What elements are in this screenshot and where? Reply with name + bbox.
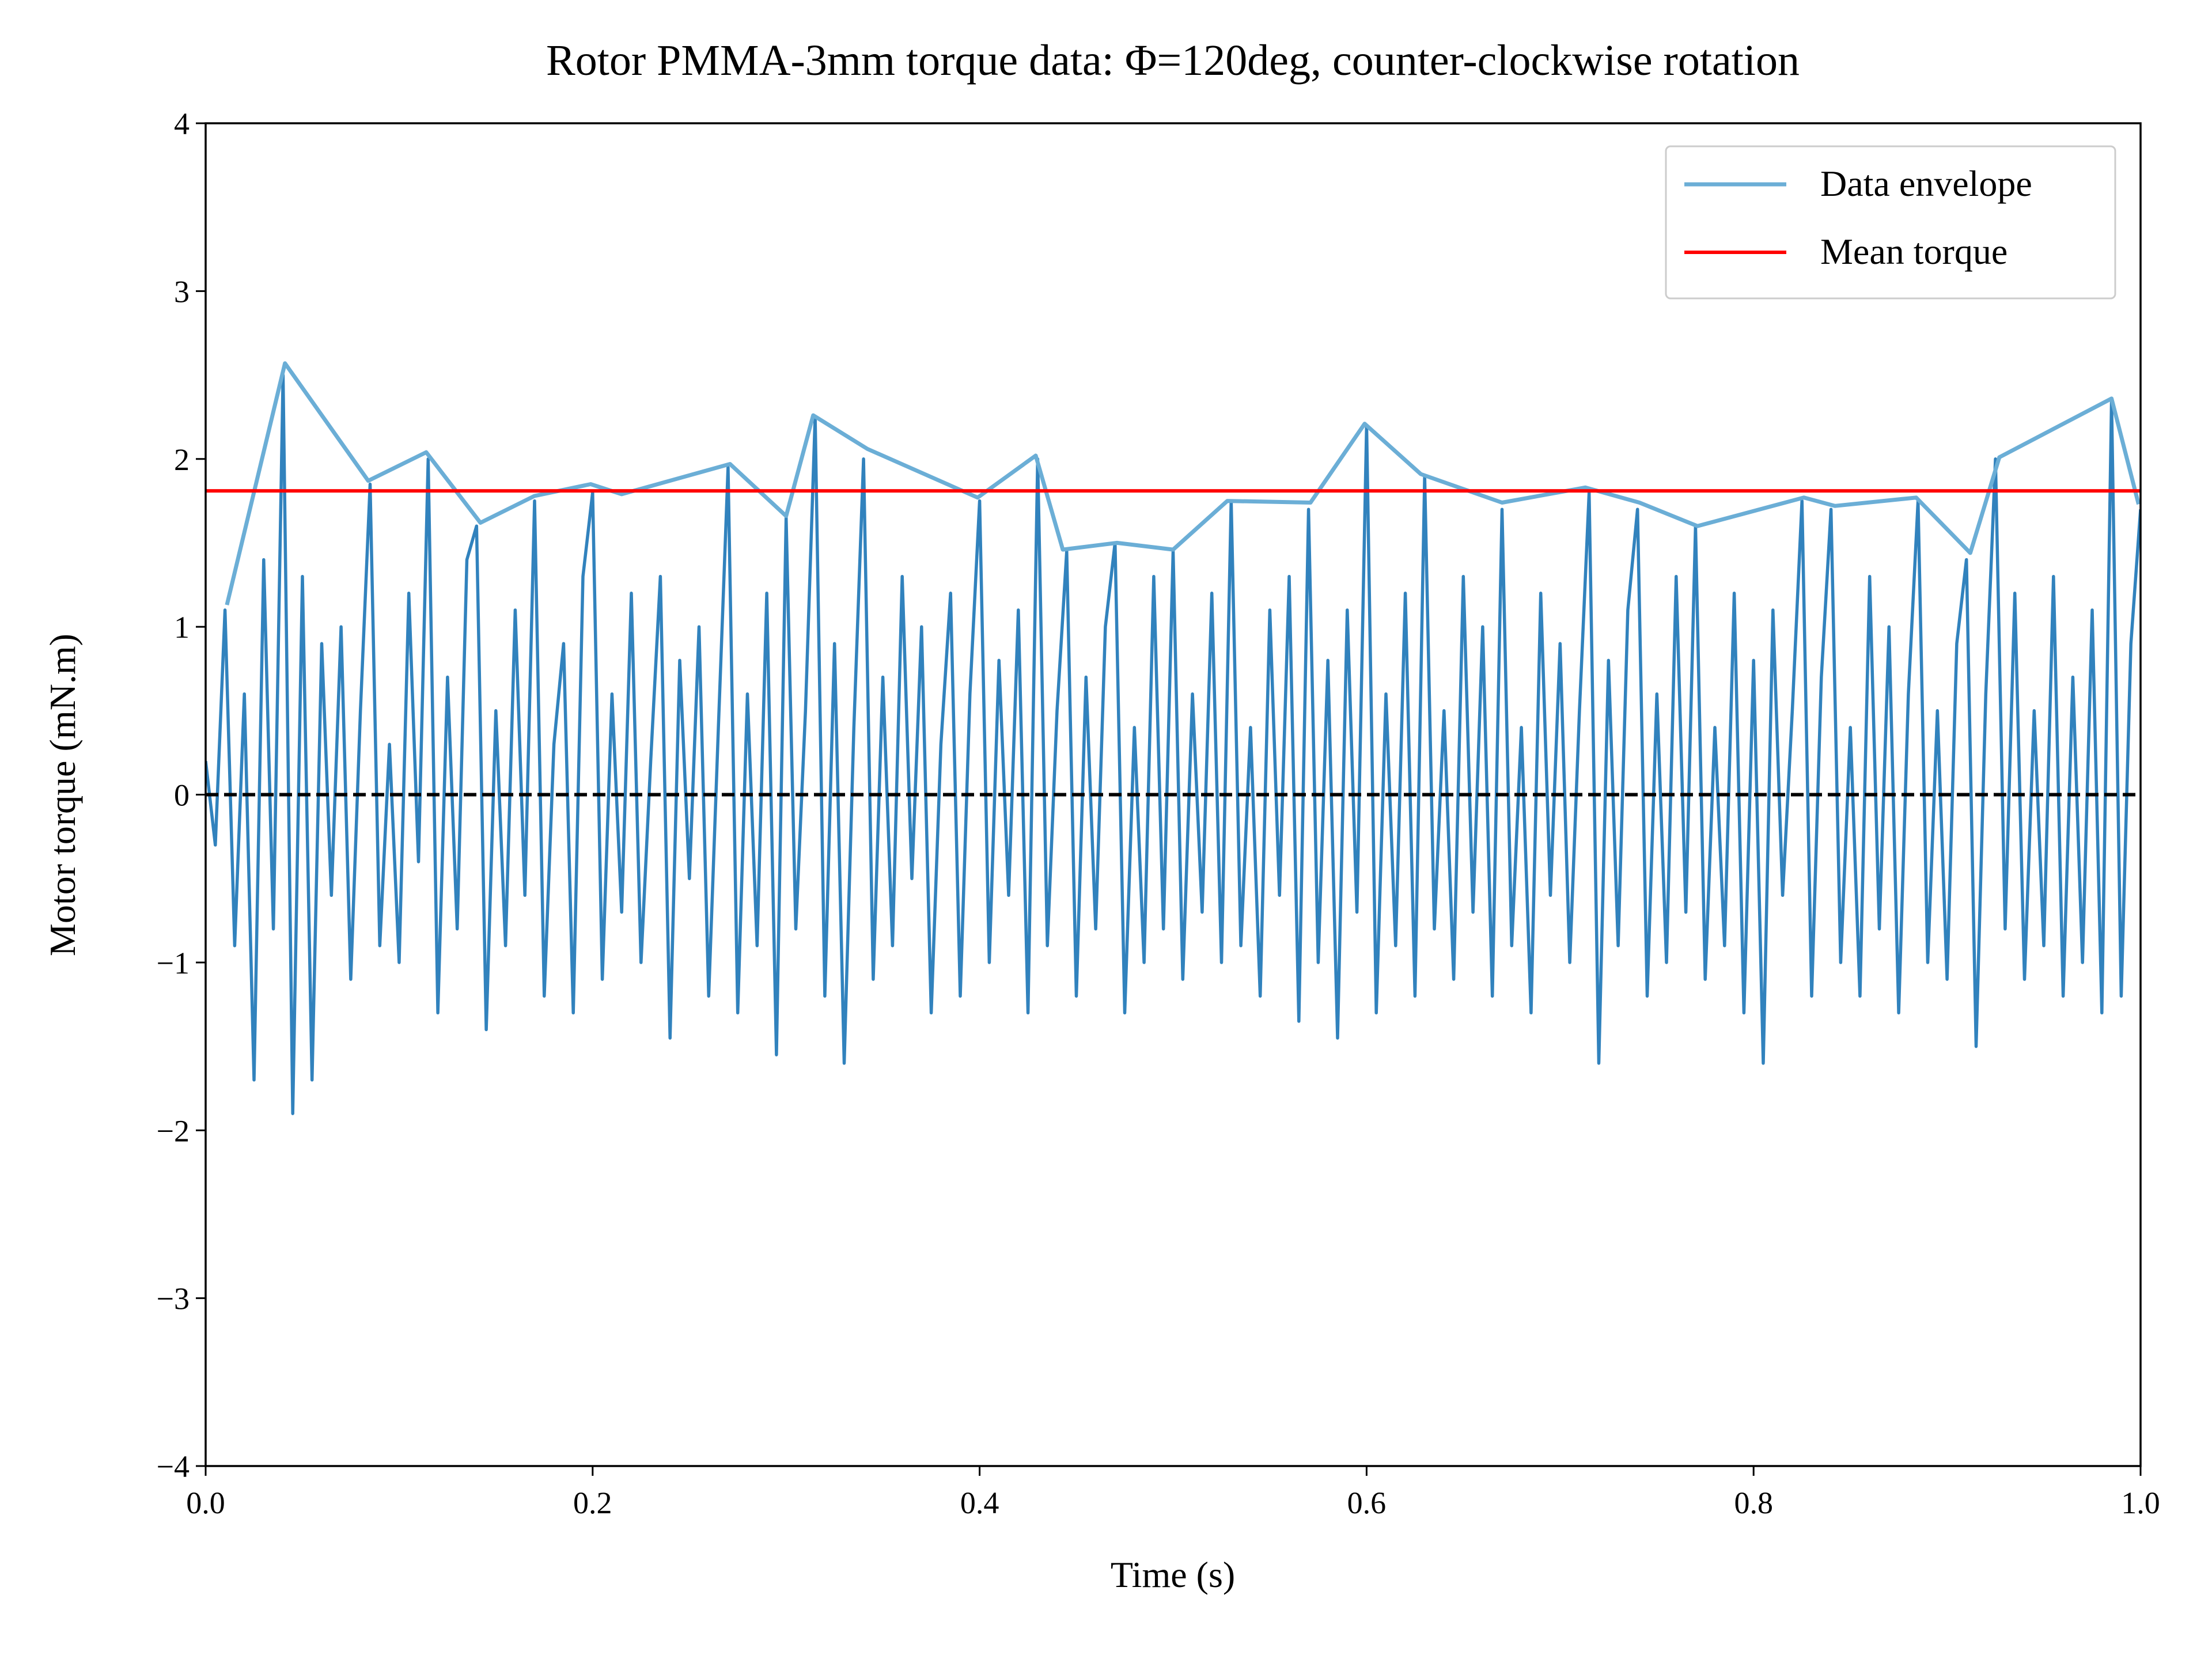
y-axis-label: Motor torque (mN.m) <box>42 634 83 956</box>
legend-label: Mean torque <box>1820 231 2008 272</box>
y-tick-label: −2 <box>157 1113 190 1148</box>
legend: Data envelope Mean torque <box>1665 145 2116 300</box>
x-tick-label: 1.0 <box>2121 1486 2160 1520</box>
y-tick-label: 1 <box>174 610 190 645</box>
y-tick-label: 2 <box>174 442 190 477</box>
x-axis-label: Time (s) <box>1111 1554 1235 1595</box>
x-tick-label: 0.4 <box>960 1486 999 1520</box>
x-tick-label: 0.0 <box>186 1486 225 1520</box>
x-tick-label: 0.8 <box>1734 1486 1773 1520</box>
axes: 0.0 0.2 0.4 0.6 0.8 1.0 −4 −3 −2 −1 0 1 2 3 4 <box>157 107 2160 1520</box>
chart-title: Rotor PMMA-3mm torque data: Φ=120deg, co… <box>546 36 1800 85</box>
y-tick-label: 4 <box>174 107 190 141</box>
plot-area <box>206 361 2141 1115</box>
y-tick-label: −3 <box>157 1282 190 1316</box>
y-tick-label: 3 <box>174 274 190 309</box>
y-tick-label: −4 <box>157 1449 190 1484</box>
x-tick-label: 0.6 <box>1347 1486 1387 1520</box>
envelope-line <box>225 361 2141 606</box>
y-tick-label: −1 <box>157 946 190 980</box>
x-tick-label: 0.2 <box>573 1486 612 1520</box>
legend-label: Data envelope <box>1820 163 2032 204</box>
y-tick-label: 0 <box>174 778 190 813</box>
